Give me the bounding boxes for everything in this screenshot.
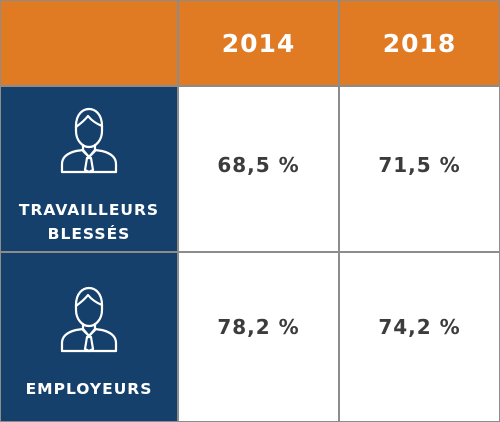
row-label-line: BLESSÉS: [47, 225, 131, 243]
value-text: 74,2 %: [378, 315, 461, 339]
value-cell: 68,5 %: [178, 86, 339, 252]
value-cell: 71,5 %: [339, 86, 500, 252]
value-cell: 78,2 %: [178, 252, 339, 422]
table-corner: [0, 0, 178, 86]
person-with-tie-icon: [60, 286, 118, 353]
column-header-2014: 2014: [178, 0, 339, 86]
year-label: 2018: [382, 28, 457, 58]
person-with-tie-icon: [60, 107, 118, 174]
row-label-line: TRAVAILLEURS: [18, 201, 160, 219]
year-label: 2014: [221, 28, 296, 58]
value-cell: 74,2 %: [339, 252, 500, 422]
row-header-travailleurs-blesses: TRAVAILLEURS BLESSÉS: [0, 86, 178, 252]
value-text: 71,5 %: [378, 153, 461, 177]
value-text: 68,5 %: [217, 153, 300, 177]
value-text: 78,2 %: [217, 315, 300, 339]
row-header-employeurs: EMPLOYEURS: [0, 252, 178, 422]
column-header-2018: 2018: [339, 0, 500, 86]
row-label-line: EMPLOYEURS: [25, 380, 153, 398]
